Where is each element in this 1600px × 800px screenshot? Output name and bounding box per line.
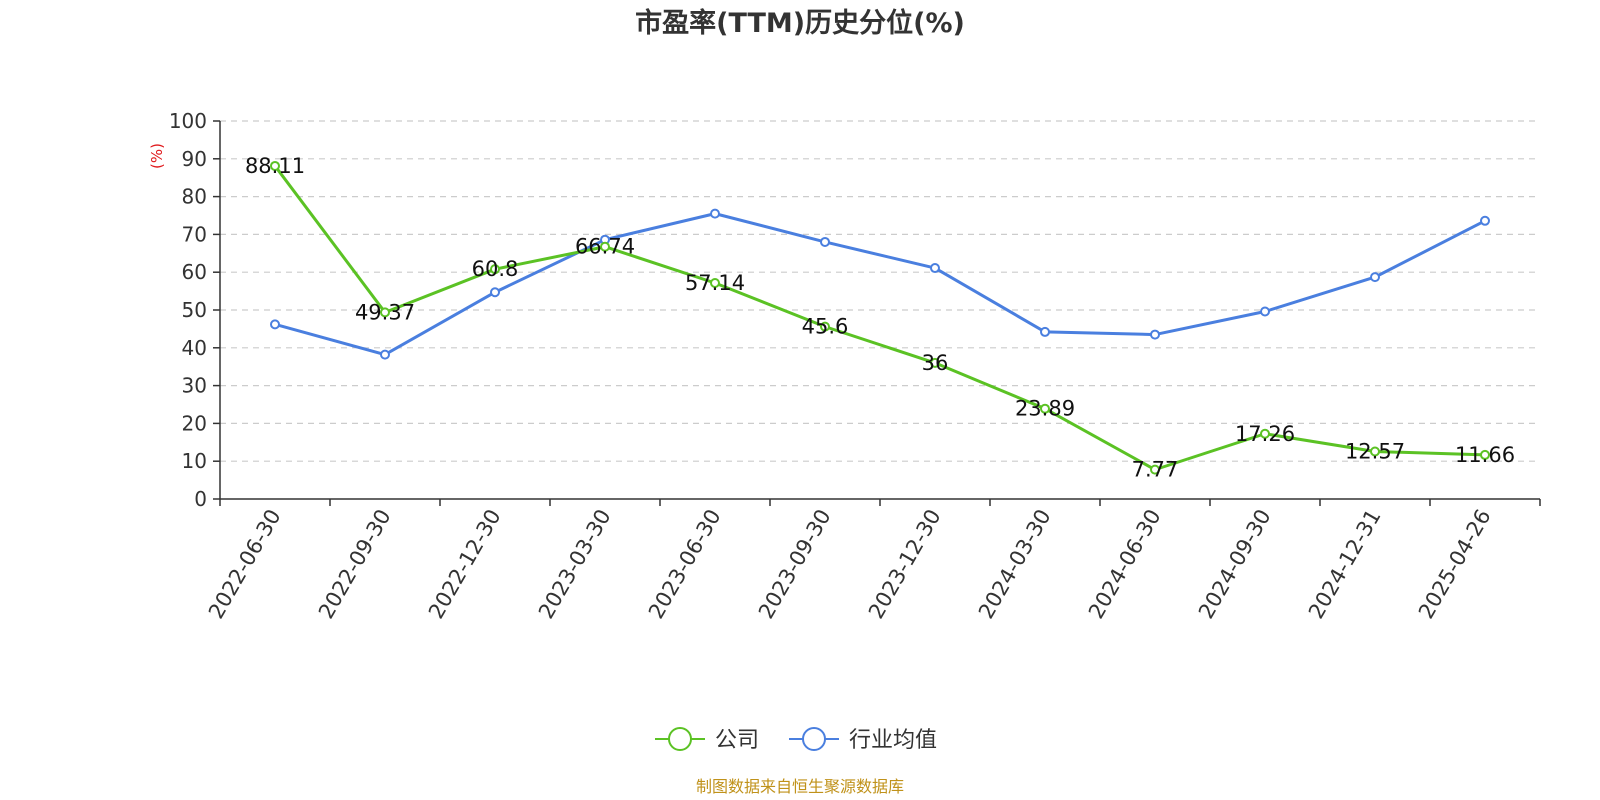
x-tick-label: 2022-12-30 (424, 505, 506, 623)
data-point (270, 319, 280, 330)
y-tick-label: 50 (182, 298, 207, 322)
series-line (273, 165, 1486, 472)
legend[interactable]: 公司 行业均值 (655, 727, 937, 753)
y-tick-label: 100 (169, 109, 207, 133)
data-point (1040, 403, 1050, 414)
data-label: 12.57 (1345, 439, 1405, 463)
data-label: 11.66 (1455, 443, 1515, 467)
x-tick-label: 2023-06-30 (644, 505, 726, 623)
series (270, 160, 1490, 475)
data-label: 17.26 (1235, 422, 1295, 446)
data-point (1260, 306, 1270, 317)
legend-label: 公司 (715, 728, 759, 753)
x-tick-label: 2025-04-26 (1414, 505, 1496, 623)
x-tick-label: 2023-03-30 (534, 505, 616, 623)
x-tick-label: 2024-12-31 (1304, 505, 1386, 623)
data-point (1480, 449, 1490, 460)
axes: 0 10 20 30 40 50 60 70 80 90 100 2022-06-30 2022-09-… (169, 109, 1541, 623)
series-line (274, 212, 1486, 357)
data-label: 66.74 (575, 235, 635, 259)
data-label: 88.11 (245, 154, 305, 178)
x-tick-label: 2024-09-30 (1194, 505, 1276, 623)
y-tick-label: 20 (182, 411, 207, 435)
data-point (1150, 464, 1160, 475)
legend-item-1[interactable]: 行业均值 (789, 727, 937, 753)
data-point (1370, 272, 1380, 283)
data-point (490, 264, 500, 275)
x-tick-label: 2023-09-30 (754, 505, 836, 623)
x-tick-label: 2022-06-30 (204, 505, 286, 623)
data-point (270, 160, 280, 171)
data-label: 7.77 (1132, 458, 1179, 482)
series-1 (270, 208, 1490, 360)
data-point (380, 349, 390, 360)
source-note: 制图数据来自恒生聚源数据库 (696, 777, 904, 796)
y-tick-label: 30 (182, 374, 207, 398)
data-label: 36 (922, 351, 949, 375)
grid (220, 120, 1540, 462)
y-axis-unit-label: (%) (148, 143, 166, 169)
legend-symbol-marker (668, 727, 692, 751)
y-tick-label: 90 (182, 147, 207, 171)
data-point (930, 357, 940, 368)
data-label: 60.8 (472, 257, 519, 281)
data-point (1040, 326, 1050, 337)
data-point (710, 208, 720, 219)
data-point (820, 236, 830, 247)
legend-item-0[interactable]: 公司 (655, 727, 759, 753)
legend-label: 行业均值 (849, 728, 937, 753)
y-tick-label: 60 (182, 260, 207, 284)
data-label: 23.89 (1015, 397, 1075, 421)
chart-title: 市盈率(TTM)历史分位(%) (635, 7, 965, 39)
legend-symbol-marker (802, 727, 826, 751)
data-point (490, 287, 500, 298)
data-point (1370, 446, 1380, 457)
data-point (1480, 215, 1490, 226)
x-tick-label: 2022-09-30 (314, 505, 396, 623)
y-tick-label: 70 (182, 222, 207, 246)
data-label: 45.6 (802, 315, 849, 339)
data-label: 57.14 (685, 271, 745, 295)
data-point (1260, 428, 1270, 439)
y-tick-label: 10 (182, 449, 207, 473)
y-tick-label: 0 (194, 487, 207, 511)
x-tick-label: 2024-06-30 (1084, 505, 1166, 623)
y-tick-label: 40 (182, 336, 207, 360)
data-labels: 88.11 49.37 60.8 66.74 57.14 45.6 36 23.89 7.77 1… (245, 154, 1515, 482)
x-tick-label: 2024-03-30 (974, 505, 1056, 623)
data-point (380, 307, 390, 318)
series-0 (270, 160, 1490, 475)
data-point (710, 278, 720, 289)
data-point (930, 263, 940, 274)
y-tick-label: 80 (182, 185, 207, 209)
x-tick-label: 2023-12-30 (864, 505, 946, 623)
data-point (1150, 329, 1160, 340)
data-point (600, 241, 610, 252)
data-point (820, 321, 830, 332)
data-label: 49.37 (355, 300, 415, 324)
